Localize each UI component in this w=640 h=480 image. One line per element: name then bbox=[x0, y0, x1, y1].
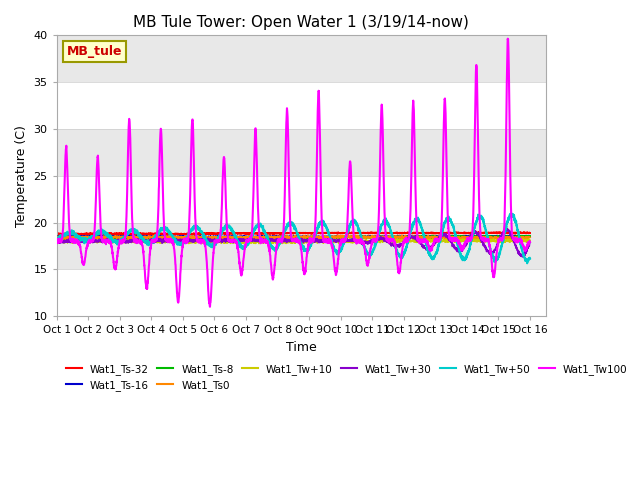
Wat1_Tw100 bbox=[517, 240, 525, 246]
Bar bbox=[57, 129, 546, 176]
Wat1_Tw+30 bbox=[517, 252, 525, 257]
Wat1_Tw+30 bbox=[466, 235, 474, 241]
Line: Wat1_Tw100: Wat1_Tw100 bbox=[57, 39, 530, 307]
Wat1_Ts-16 bbox=[517, 233, 525, 239]
Wat1_Ts-16 bbox=[53, 233, 61, 239]
Wat1_Tw+10 bbox=[135, 238, 143, 244]
Wat1_Tw100 bbox=[255, 228, 262, 233]
Bar bbox=[57, 269, 546, 316]
Wat1_Ts0 bbox=[289, 236, 296, 242]
Bar bbox=[57, 36, 546, 82]
Wat1_Tw+10 bbox=[53, 239, 61, 245]
Wat1_Ts-8 bbox=[517, 234, 525, 240]
Wat1_Ts-32 bbox=[107, 230, 115, 236]
Wat1_Tw100 bbox=[107, 239, 115, 245]
Wat1_Ts-32 bbox=[255, 231, 262, 237]
Wat1_Ts-32 bbox=[234, 230, 242, 236]
Wat1_Ts0 bbox=[517, 235, 525, 240]
Wat1_Ts0 bbox=[107, 233, 115, 239]
Wat1_Ts-8 bbox=[53, 236, 61, 241]
Wat1_Ts-8 bbox=[234, 234, 242, 240]
Wat1_Ts-8 bbox=[466, 233, 474, 239]
Wat1_Ts-32 bbox=[517, 230, 525, 236]
Line: Wat1_Tw+30: Wat1_Tw+30 bbox=[57, 228, 530, 257]
Line: Wat1_Ts-8: Wat1_Ts-8 bbox=[57, 235, 530, 240]
Wat1_Tw+30 bbox=[519, 254, 527, 260]
Wat1_Tw+30 bbox=[234, 237, 242, 242]
Wat1_Ts-8 bbox=[107, 234, 115, 240]
Wat1_Ts0 bbox=[466, 234, 474, 240]
Wat1_Ts-16 bbox=[174, 235, 182, 241]
Wat1_Tw100 bbox=[206, 304, 214, 310]
Wat1_Ts-8 bbox=[79, 237, 86, 243]
Wat1_Tw+50 bbox=[466, 244, 474, 250]
Wat1_Tw+10 bbox=[234, 240, 242, 246]
Line: Wat1_Ts-16: Wat1_Ts-16 bbox=[57, 235, 530, 238]
Wat1_Tw+50 bbox=[135, 231, 143, 237]
Line: Wat1_Ts-32: Wat1_Ts-32 bbox=[57, 232, 530, 235]
Wat1_Tw100 bbox=[234, 249, 242, 255]
Wat1_Ts-32 bbox=[466, 230, 474, 236]
Wat1_Ts0 bbox=[53, 233, 61, 239]
Line: Wat1_Tw+50: Wat1_Tw+50 bbox=[57, 213, 530, 264]
Wat1_Tw+10 bbox=[517, 239, 525, 244]
Wat1_Ts-16 bbox=[135, 233, 143, 239]
Bar bbox=[57, 176, 546, 223]
Wat1_Ts0 bbox=[255, 234, 262, 240]
Wat1_Tw+30 bbox=[135, 240, 143, 245]
Legend: Wat1_Ts-32, Wat1_Ts-16, Wat1_Ts-8, Wat1_Ts0, Wat1_Tw+10, Wat1_Tw+30, Wat1_Tw+50,: Wat1_Ts-32, Wat1_Ts-16, Wat1_Ts-8, Wat1_… bbox=[62, 360, 632, 395]
Bar bbox=[57, 82, 546, 129]
Wat1_Tw+10 bbox=[453, 236, 461, 241]
Wat1_Tw+50 bbox=[255, 224, 262, 230]
Wat1_Tw+50 bbox=[524, 261, 531, 266]
Wat1_Ts-8 bbox=[429, 232, 436, 238]
Text: MB_tule: MB_tule bbox=[67, 45, 122, 58]
Wat1_Ts-32 bbox=[494, 229, 502, 235]
Wat1_Ts-8 bbox=[135, 236, 143, 241]
Wat1_Tw+30 bbox=[53, 239, 61, 244]
Wat1_Ts-16 bbox=[234, 234, 242, 240]
Wat1_Tw+50 bbox=[234, 240, 242, 245]
Wat1_Tw+50 bbox=[526, 255, 534, 261]
Wat1_Ts0 bbox=[135, 235, 143, 240]
Wat1_Tw+30 bbox=[502, 226, 510, 231]
Wat1_Tw100 bbox=[53, 238, 61, 243]
Wat1_Tw100 bbox=[466, 236, 474, 242]
Wat1_Tw100 bbox=[135, 239, 143, 245]
Wat1_Ts-32 bbox=[526, 230, 534, 236]
Wat1_Tw+50 bbox=[517, 241, 525, 247]
Wat1_Ts-32 bbox=[135, 231, 143, 237]
Bar bbox=[57, 223, 546, 269]
Wat1_Ts-8 bbox=[526, 233, 534, 239]
Wat1_Tw+50 bbox=[508, 210, 515, 216]
Wat1_Ts-16 bbox=[422, 232, 429, 238]
Line: Wat1_Tw+10: Wat1_Tw+10 bbox=[57, 239, 530, 244]
Wat1_Tw+30 bbox=[526, 239, 534, 245]
Wat1_Tw+10 bbox=[255, 240, 262, 245]
Wat1_Ts-8 bbox=[255, 235, 262, 241]
Wat1_Ts0 bbox=[150, 232, 158, 238]
Wat1_Ts-32 bbox=[53, 231, 61, 237]
Wat1_Tw+10 bbox=[298, 241, 305, 247]
Wat1_Ts-16 bbox=[255, 234, 262, 240]
Wat1_Tw100 bbox=[526, 239, 534, 245]
Wat1_Ts0 bbox=[234, 236, 242, 241]
Wat1_Tw+50 bbox=[107, 236, 115, 242]
Y-axis label: Temperature (C): Temperature (C) bbox=[15, 125, 28, 227]
Wat1_Tw+10 bbox=[526, 238, 534, 244]
Line: Wat1_Ts0: Wat1_Ts0 bbox=[57, 235, 530, 239]
Wat1_Ts-32 bbox=[77, 232, 84, 238]
Wat1_Tw100 bbox=[504, 36, 511, 42]
Wat1_Tw+10 bbox=[466, 238, 474, 244]
Wat1_Ts0 bbox=[526, 235, 534, 240]
Wat1_Ts-16 bbox=[466, 233, 474, 239]
Title: MB Tule Tower: Open Water 1 (3/19/14-now): MB Tule Tower: Open Water 1 (3/19/14-now… bbox=[133, 15, 469, 30]
Wat1_Tw+30 bbox=[107, 238, 115, 244]
Wat1_Ts-16 bbox=[526, 234, 534, 240]
Wat1_Ts-16 bbox=[107, 233, 115, 239]
Wat1_Tw+30 bbox=[255, 238, 262, 244]
Wat1_Tw+10 bbox=[107, 239, 115, 245]
Wat1_Tw+50 bbox=[53, 236, 61, 241]
X-axis label: Time: Time bbox=[286, 341, 317, 354]
